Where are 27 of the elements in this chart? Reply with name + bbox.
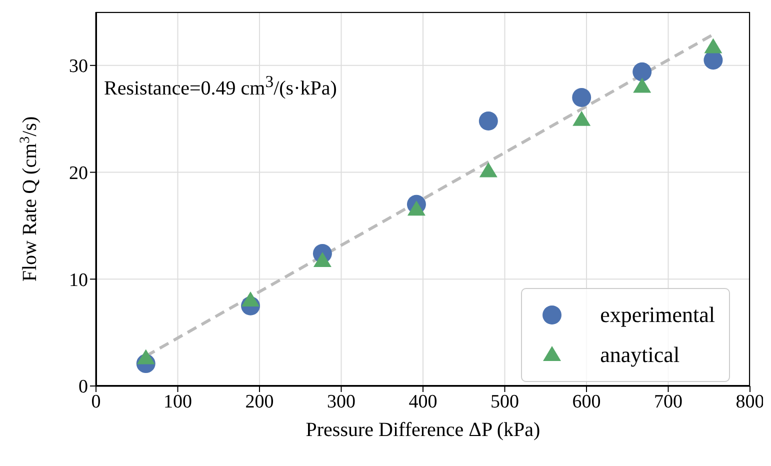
x-tick-label: 200 — [245, 391, 274, 412]
y-tick-label: 20 — [69, 163, 88, 184]
x-tick-label: 300 — [327, 391, 356, 412]
point — [704, 38, 722, 54]
legend-label: anaytical — [600, 342, 680, 368]
point — [407, 200, 426, 216]
point — [313, 252, 332, 267]
x-tick-label: 0 — [91, 391, 101, 412]
x-tick-label: 600 — [572, 391, 601, 412]
point — [242, 292, 260, 307]
y-tick-label: 30 — [69, 56, 88, 78]
x-tick-label: 100 — [164, 391, 192, 412]
x-tick-label: 500 — [490, 391, 519, 412]
x-axis-title: Pressure Difference ΔP (kPa) — [306, 419, 540, 441]
point — [136, 349, 155, 364]
point — [633, 78, 652, 93]
point — [478, 111, 498, 130]
point — [572, 110, 591, 126]
point — [572, 88, 592, 107]
x-tick-label: 700 — [654, 391, 682, 412]
point — [632, 62, 652, 82]
point — [479, 162, 498, 178]
y-tick-label: 0 — [78, 376, 88, 398]
y-tick-label: 10 — [69, 270, 88, 291]
legend-label: experimental — [600, 302, 715, 328]
annotation: Resistance=0.49 cm$^{3}$/(s·kPa) — [104, 72, 337, 101]
x-tick-label: 400 — [408, 391, 438, 412]
